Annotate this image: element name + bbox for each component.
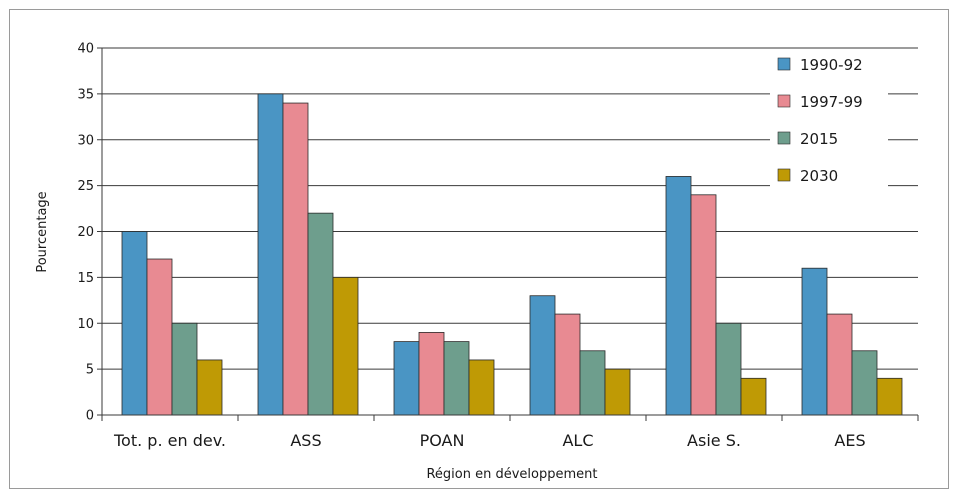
bar (196, 359, 223, 416)
y-tick-label: 0 (86, 409, 94, 424)
legend-label: 2015 (800, 130, 838, 148)
y-tick-label: 25 (77, 179, 94, 194)
y-tick-label: 15 (77, 271, 94, 286)
bar (801, 267, 828, 416)
x-category-labels: Tot. p. en dev. ASS POAN ALC Asie S. AES (113, 431, 866, 450)
y-tick-label: 30 (77, 133, 94, 148)
legend-swatch (777, 131, 791, 145)
legend-swatch (777, 57, 791, 71)
x-category-label: POAN (420, 431, 465, 450)
bar (665, 176, 692, 416)
bar (443, 341, 470, 416)
y-tick-labels: 0 5 10 15 20 25 30 35 40 (77, 42, 94, 424)
x-category-label: ASS (290, 431, 321, 450)
y-tick-label: 35 (77, 87, 94, 102)
bar (307, 212, 334, 416)
y-axis-title: Pourcentage (35, 191, 50, 272)
bar (876, 377, 903, 416)
bar (690, 194, 717, 416)
legend-label: 1997-99 (800, 93, 863, 111)
legend-label: 2030 (800, 167, 838, 185)
bar (146, 258, 173, 416)
bar (332, 276, 359, 416)
y-tick-label: 10 (77, 317, 94, 332)
bar (257, 93, 284, 416)
chart-frame (9, 9, 949, 489)
bar (418, 332, 445, 416)
bar (171, 322, 198, 416)
bar (393, 341, 420, 416)
y-tick-label: 40 (77, 42, 94, 57)
bar (468, 359, 495, 416)
y-tick-label: 5 (86, 363, 94, 378)
legend: 1990-92 1997-99 2015 2030 (777, 56, 863, 185)
bar (715, 322, 742, 416)
bar (554, 313, 581, 416)
legend-swatch (777, 94, 791, 108)
x-category-label: Asie S. (687, 431, 741, 450)
x-category-label: ALC (562, 431, 593, 450)
bar (282, 102, 309, 416)
bar (740, 377, 767, 416)
axes (97, 47, 919, 421)
bar (121, 231, 148, 416)
bar (529, 295, 556, 416)
x-category-label: Tot. p. en dev. (113, 431, 226, 450)
bar (604, 368, 631, 416)
y-tick-label: 20 (77, 225, 94, 240)
bars (121, 93, 903, 416)
x-category-label: AES (834, 431, 865, 450)
x-axis-title: Région en développement (426, 467, 597, 482)
bar (851, 350, 878, 416)
legend-swatch (777, 168, 791, 182)
bar (579, 350, 606, 416)
legend-label: 1990-92 (800, 56, 863, 74)
bar (826, 313, 853, 416)
